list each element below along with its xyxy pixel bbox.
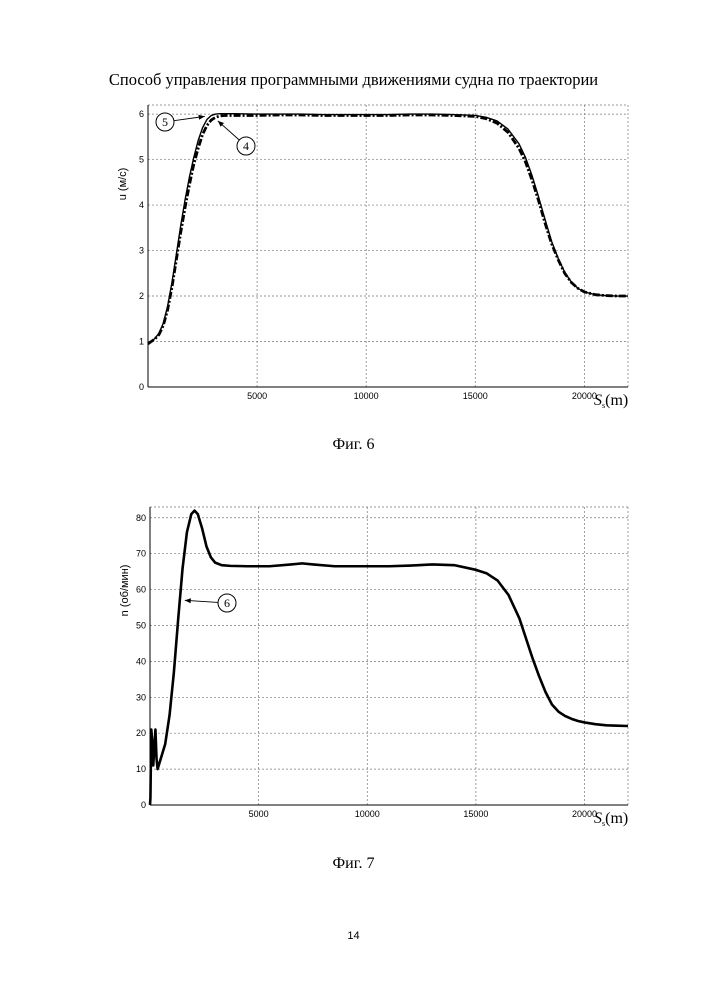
x-axis-label-unit: (m) xyxy=(605,810,628,827)
series-4-line xyxy=(148,115,628,344)
y-tick-label: 5 xyxy=(139,155,144,165)
grid xyxy=(150,507,628,805)
annotation-label: 5 xyxy=(162,115,168,129)
x-tick-label: 5000 xyxy=(249,809,269,819)
series-6-line xyxy=(150,511,628,805)
y-tick-label: 80 xyxy=(136,513,146,523)
annotation-label: 6 xyxy=(224,596,230,610)
y-tick-label: 3 xyxy=(139,246,144,256)
page-number: 14 xyxy=(0,930,707,942)
x-tick-label: 10000 xyxy=(354,391,379,401)
y-tick-label: 60 xyxy=(136,585,146,595)
y-tick-label: 70 xyxy=(136,549,146,559)
y-tick-label: 30 xyxy=(136,692,146,702)
y-tick-label: 50 xyxy=(136,620,146,630)
x-axis-label-symbol: S xyxy=(594,392,602,409)
x-tick-label: 15000 xyxy=(463,391,488,401)
annotation-arrowhead xyxy=(198,115,204,120)
x-axis-label: Ss(m) xyxy=(594,810,628,828)
x-axis-label-unit: (m) xyxy=(605,392,628,409)
y-tick-label: 10 xyxy=(136,764,146,774)
annotation-label: 4 xyxy=(243,139,249,153)
y-tick-label: 0 xyxy=(139,382,144,392)
grid xyxy=(148,105,628,387)
y-tick-label: 2 xyxy=(139,291,144,301)
x-tick-label: 5000 xyxy=(247,391,267,401)
page-title: Способ управления программными движениям… xyxy=(0,70,707,90)
y-tick-label: 40 xyxy=(136,656,146,666)
y-tick-label: 6 xyxy=(139,109,144,119)
figure-6-caption: Фиг. 6 xyxy=(0,436,707,454)
figure-7-chart: 010203040506070805000100001500020000n (о… xyxy=(0,495,707,840)
x-tick-label: 10000 xyxy=(355,809,380,819)
x-axis-label-symbol: S xyxy=(594,810,602,827)
figure-7-caption: Фиг. 7 xyxy=(0,855,707,873)
annotation-arrowhead xyxy=(185,598,191,603)
figure-6-chart: 01234565000100001500020000u (м/с)Ss(m)54 xyxy=(0,95,707,425)
x-axis-label: Ss(m) xyxy=(594,392,628,410)
y-tick-label: 1 xyxy=(139,337,144,347)
y-tick-label: 20 xyxy=(136,728,146,738)
y-tick-label: 4 xyxy=(139,200,144,210)
y-axis-label: n (об/мин) xyxy=(119,565,131,617)
y-axis-label: u (м/с) xyxy=(117,168,129,201)
y-tick-label: 0 xyxy=(141,800,146,810)
series-5-line xyxy=(148,114,628,344)
x-tick-label: 15000 xyxy=(463,809,488,819)
